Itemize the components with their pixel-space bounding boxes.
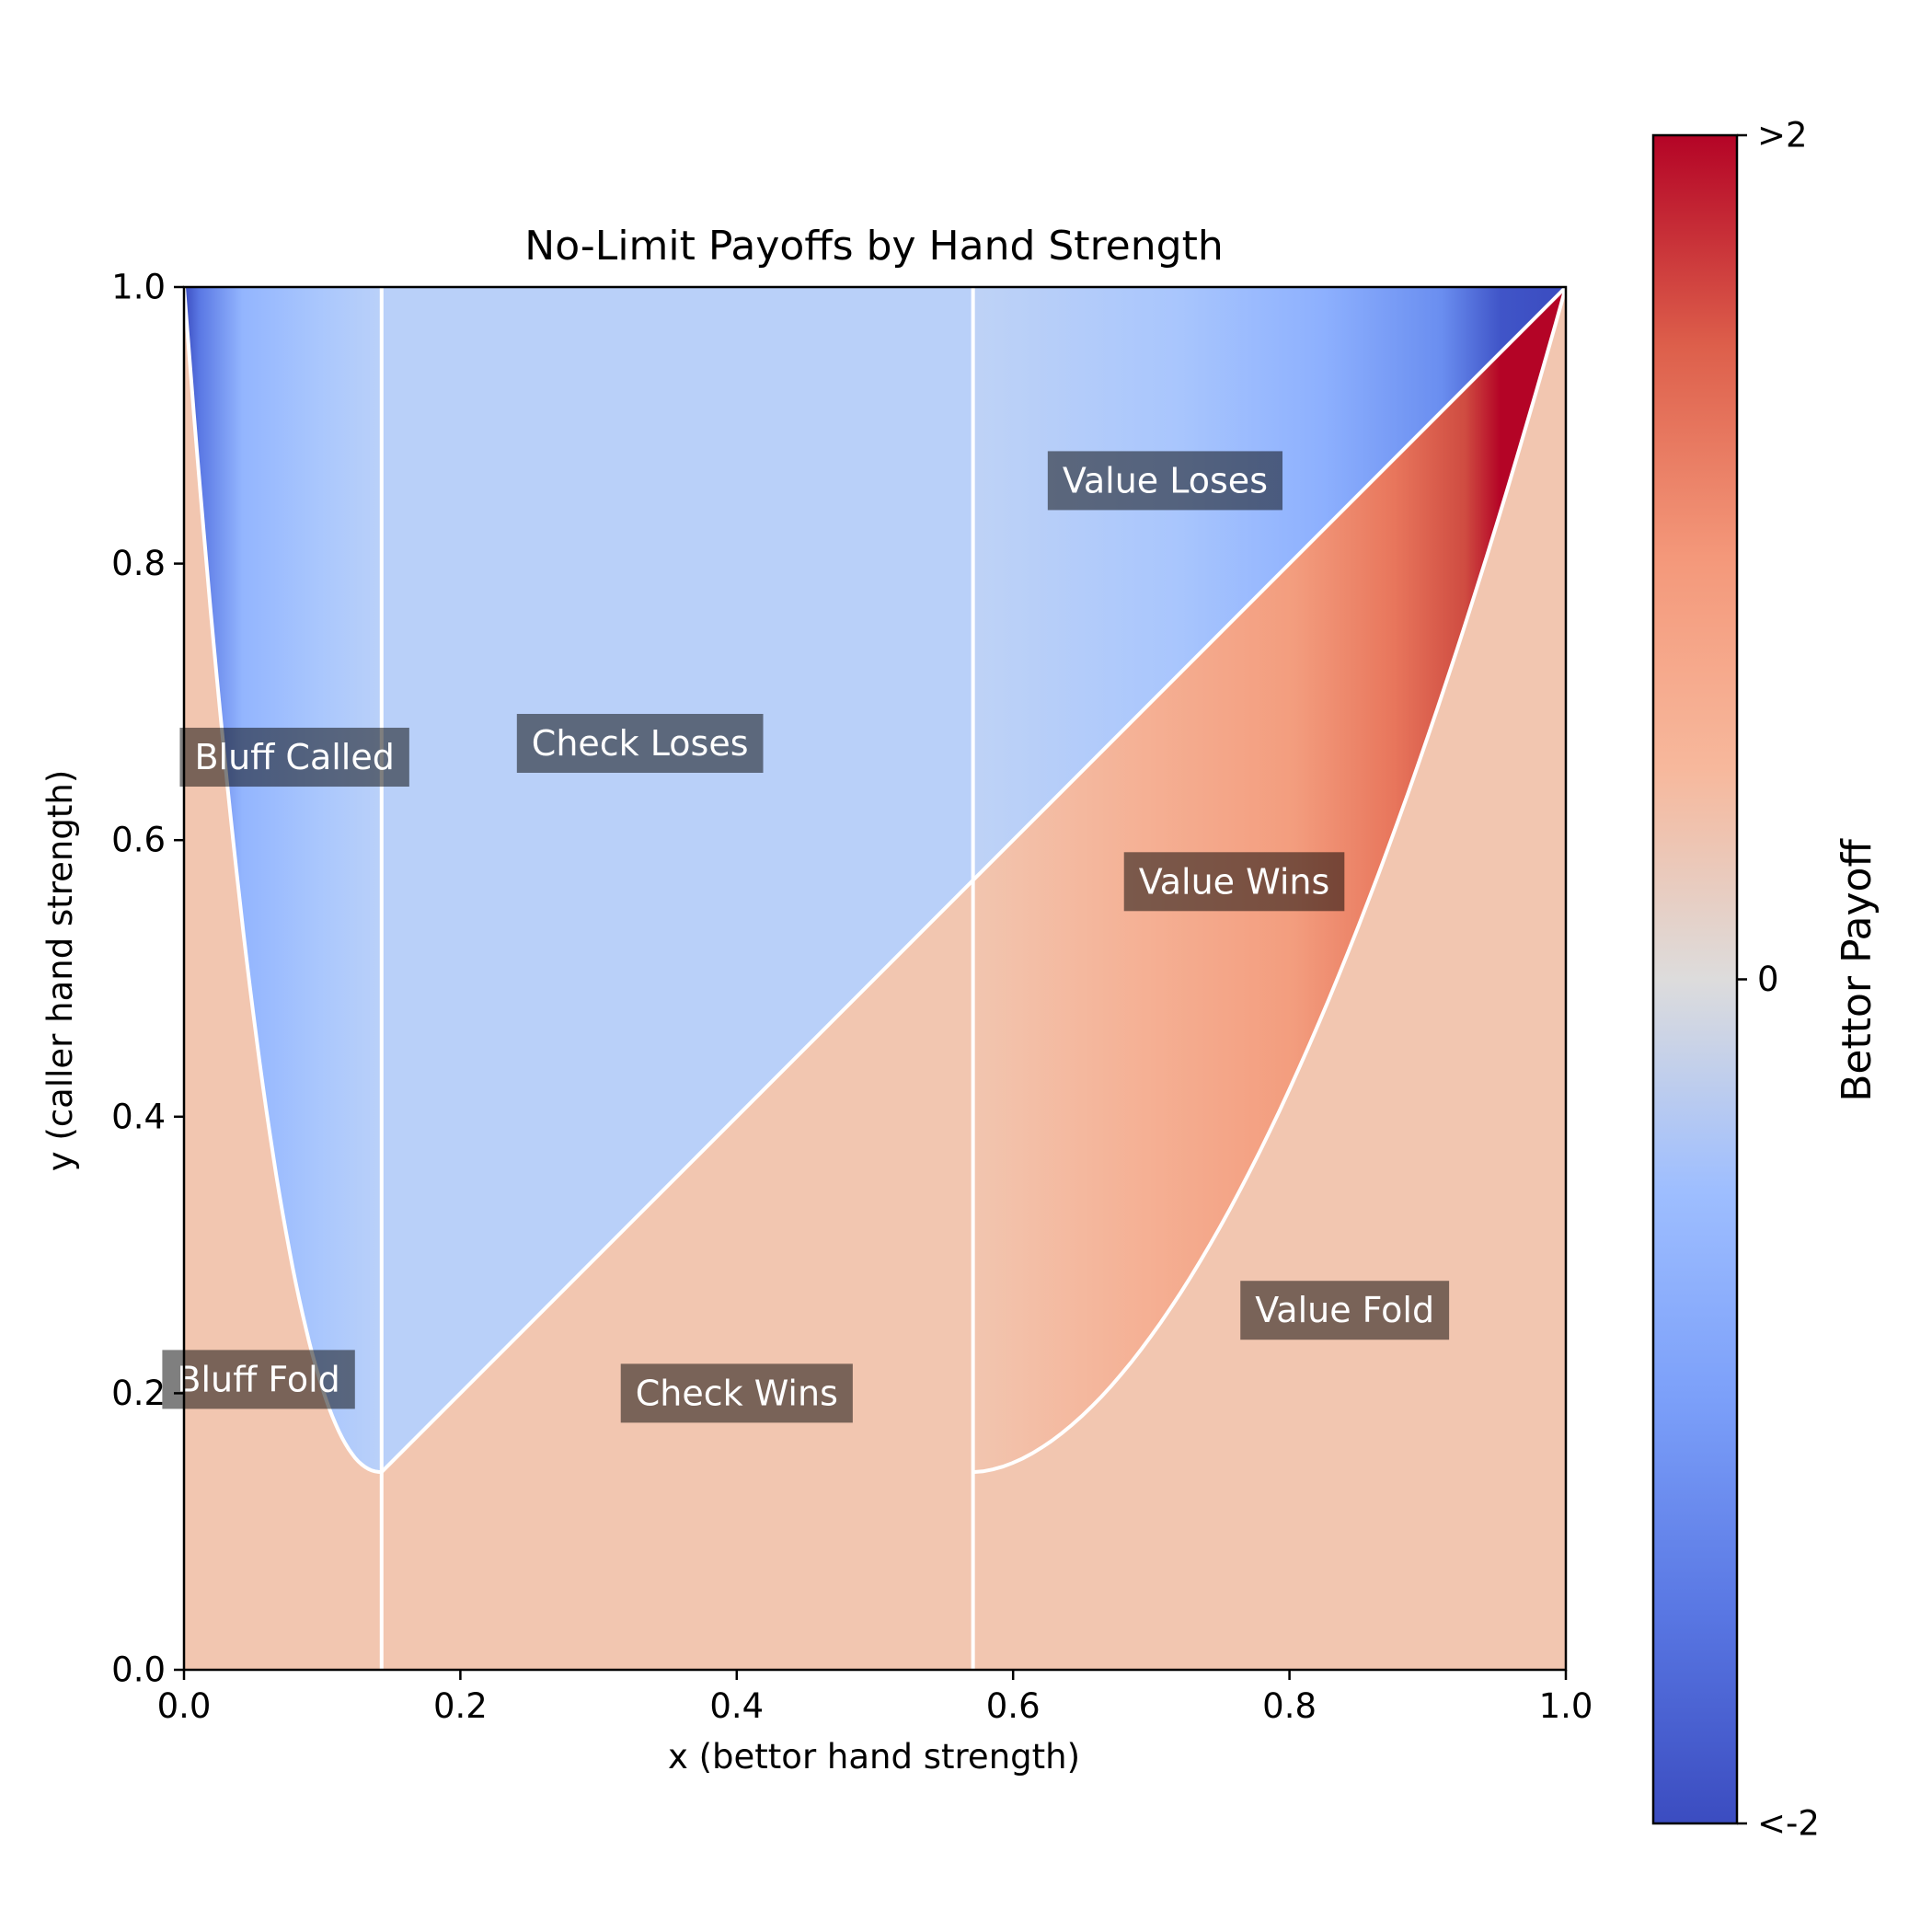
region-label-text: Check Loses: [532, 723, 749, 764]
region-label-box: [179, 728, 409, 788]
y-tick-label: 0.0: [111, 1650, 166, 1690]
bluff-call-boundary: [182, 286, 382, 1475]
chart-title: No-Limit Payoffs by Hand Strength: [524, 223, 1223, 270]
x-tick-label: 0.0: [157, 1686, 212, 1726]
region-label-text: Value Wins: [1139, 861, 1330, 902]
x-tick-label: 0.4: [709, 1686, 764, 1726]
value-call-boundary: [972, 286, 1568, 1475]
region-label: Bluff Fold: [162, 1350, 355, 1409]
region-label-text: Value Loses: [1063, 460, 1268, 500]
region-label-text: Bluff Fold: [177, 1359, 339, 1399]
region-label-box: [516, 713, 764, 773]
colorbar-bar: [1651, 133, 1739, 1825]
plot-area: Bluff Called Check Loses Value Loses Value …: [111, 268, 1593, 1727]
colorbar-label: Bettor Payoff: [1834, 838, 1880, 1102]
x-axis-label: x (bettor hand strength): [668, 1737, 1080, 1777]
region-label-box: [1047, 451, 1283, 511]
colorbar-tick-label: >2: [1757, 116, 1808, 155]
region-label: Value Fold: [1240, 1281, 1450, 1340]
axes-frame: [182, 285, 1568, 1672]
region-label-text: Bluff Called: [194, 737, 394, 777]
region-label-text: Value Fold: [1255, 1290, 1434, 1330]
region-label-box: [620, 1363, 853, 1423]
y-tick-label: 0.8: [111, 544, 166, 583]
x-tick-label: 0.6: [986, 1686, 1041, 1726]
y-axis-label: y (caller hand strength): [40, 770, 80, 1172]
y-tick-label: 0.6: [111, 821, 166, 860]
diagonal-boundary-line: [380, 285, 1568, 1474]
region-label-text: Check Wins: [636, 1373, 838, 1413]
x-tick-label: 0.2: [433, 1686, 488, 1726]
colorbar: >2 0 <-2: [1651, 116, 1820, 1844]
region-label: Check Loses: [516, 713, 764, 773]
colorbar-tick-label: 0: [1757, 960, 1779, 999]
region-label: Bluff Called: [179, 728, 409, 788]
x-tick-label: 0.8: [1262, 1686, 1317, 1726]
y-tick-label: 0.4: [111, 1097, 166, 1136]
y-tick-label: 1.0: [111, 268, 166, 307]
region-label-box: [162, 1350, 355, 1409]
region-label: Check Wins: [620, 1363, 853, 1423]
x-tick-label: 1.0: [1539, 1686, 1593, 1726]
region-bluff-called: [184, 287, 382, 1473]
region-label-box: [1240, 1281, 1450, 1340]
region-label-box: [1123, 852, 1345, 912]
colorbar-tick-label: <-2: [1757, 1804, 1820, 1844]
region-label: Value Loses: [1047, 451, 1283, 511]
region-label: Value Wins: [1123, 852, 1345, 912]
y-tick-label: 0.2: [111, 1374, 166, 1413]
